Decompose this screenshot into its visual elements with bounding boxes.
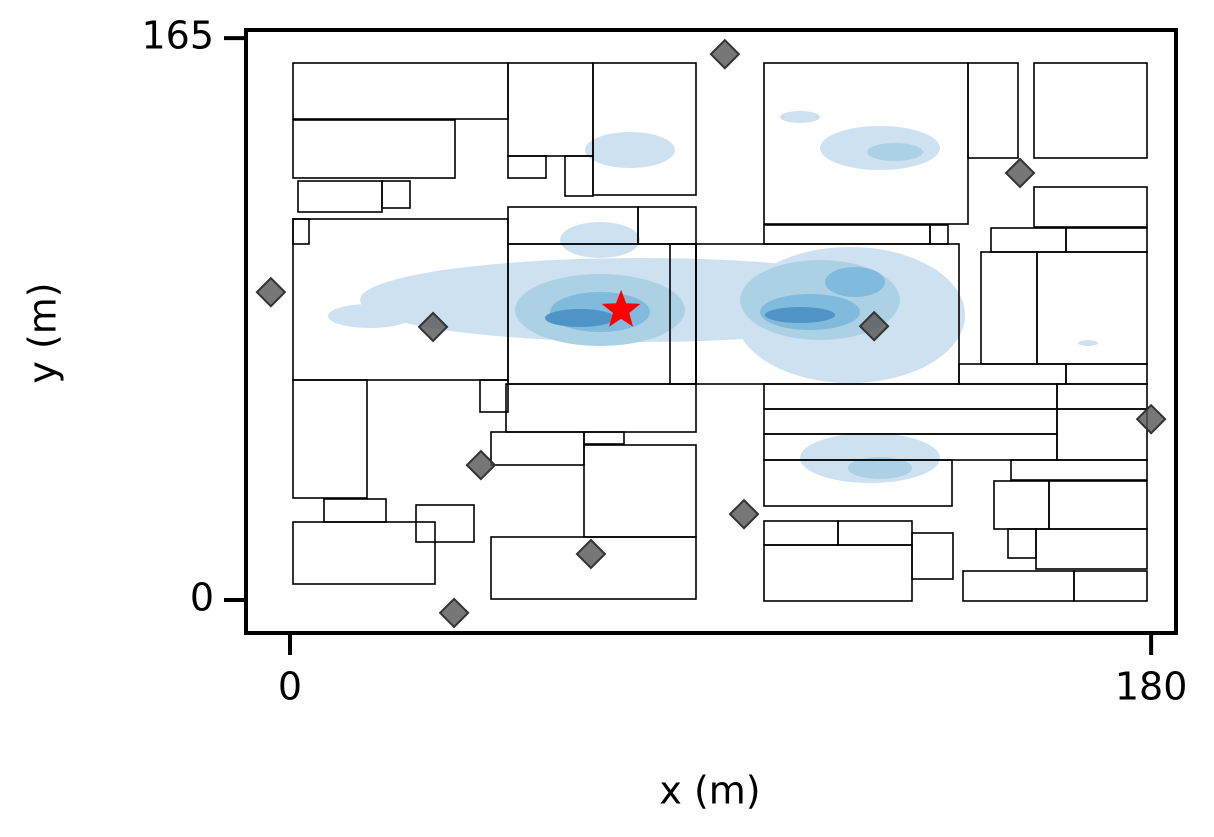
- sensor-marker: [709, 38, 741, 70]
- density-contours: [328, 111, 1098, 483]
- source-marker: [601, 289, 641, 327]
- sensor-marker: [1004, 157, 1036, 189]
- x-tick-label: 0: [278, 665, 302, 709]
- sensor-marker: [1135, 403, 1167, 435]
- sensor-marker: [417, 311, 449, 343]
- sensor-marker: [438, 597, 470, 629]
- x-tick-label: 180: [1115, 665, 1188, 709]
- y-axis-label: y (m): [21, 282, 65, 383]
- sensor-marker: [728, 498, 760, 530]
- sensor-marker: [465, 449, 497, 481]
- sensor-marker: [575, 538, 607, 570]
- y-tick-label: 165: [141, 14, 214, 58]
- y-tick-label: 0: [190, 575, 214, 619]
- plot-frame: [244, 28, 1178, 635]
- buildings: [292, 62, 1148, 602]
- x-axis-label: x (m): [659, 769, 760, 813]
- sensor-marker: [858, 310, 890, 342]
- sensor-marker: [255, 276, 287, 308]
